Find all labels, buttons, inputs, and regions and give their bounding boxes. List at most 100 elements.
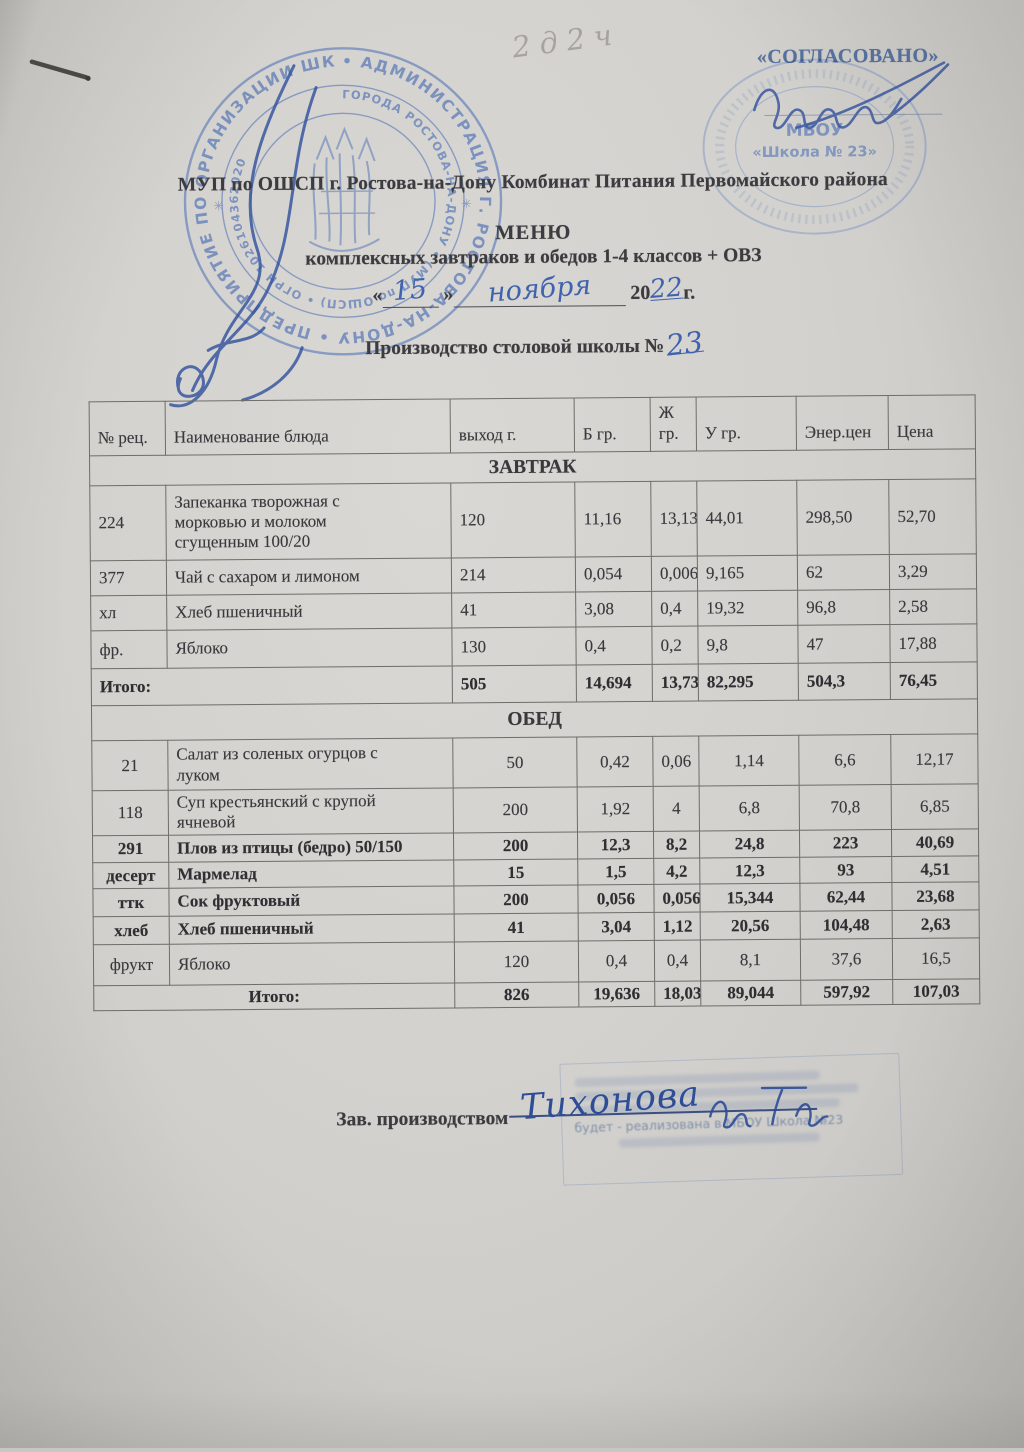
dish-text: Суп крестьянский с крупой ячневой — [176, 791, 376, 832]
cell-output: 200 — [453, 831, 578, 860]
cell-recipe: ттк — [92, 888, 170, 917]
cell-dish: Хлеб пшеничный — [169, 913, 455, 945]
faint-stamp-blurred-line — [618, 1132, 820, 1148]
cell-output: 41 — [454, 912, 579, 942]
total-fat: 18,036 — [654, 981, 701, 1007]
date-year-unit: г. — [683, 281, 696, 304]
cell-price: 40,69 — [891, 828, 979, 857]
total-label: Итого: — [91, 665, 453, 706]
cell-energy: 104,48 — [800, 910, 893, 940]
cell-carbs: 20,56 — [700, 911, 801, 941]
cell-recipe: 377 — [90, 560, 167, 596]
signature-flourish — [709, 1086, 829, 1129]
col-header-recipe: № рец. — [89, 401, 166, 456]
date-month-handwritten: ноября — [486, 269, 593, 309]
cell-output: 214 — [451, 557, 576, 593]
date-year-handwritten: 22 — [648, 272, 684, 306]
cell-protein: 0,42 — [576, 736, 654, 787]
cell-output: 50 — [452, 736, 578, 788]
total-price: 76,45 — [890, 661, 978, 700]
cell-energy: 298,50 — [796, 479, 890, 556]
pencil-note: 2д2ч — [510, 16, 623, 65]
cell-protein: 0,4 — [578, 940, 655, 982]
production-label: Производство столовой школы № — [365, 335, 665, 360]
cell-output: 41 — [451, 592, 576, 628]
cell-recipe: 21 — [91, 740, 169, 791]
col-header-fat: Ж гр. — [650, 397, 697, 452]
school-stamp-ring-text-blur — [715, 69, 915, 225]
dish-text: Салат из соленых огурцов с луком — [176, 743, 378, 785]
total-protein: 14,694 — [576, 664, 653, 702]
cell-dish: Плов из птицы (бедро) 50/150 — [168, 832, 454, 863]
cell-fat: 1,12 — [654, 912, 701, 941]
cell-energy: 70,8 — [799, 784, 892, 831]
cell-protein: 1,92 — [577, 786, 654, 832]
cell-carbs: 12,3 — [699, 857, 800, 885]
cell-recipe: хл — [90, 595, 167, 631]
cell-price: 16,5 — [892, 937, 980, 980]
cell-price: 17,88 — [889, 623, 978, 663]
total-energy: 504,3 — [798, 662, 891, 701]
date-close-quote: » — [443, 283, 454, 306]
cell-carbs: 9,165 — [697, 555, 798, 592]
cell-price: 6,85 — [891, 783, 979, 830]
cell-fat: 4 — [653, 786, 700, 832]
coat-of-arms-emblem — [308, 126, 380, 252]
cell-price: 52,70 — [888, 478, 977, 555]
cell-price: 4,51 — [891, 855, 979, 883]
cell-carbs: 24,8 — [699, 830, 800, 859]
cell-fat: 0,4 — [651, 591, 698, 627]
cell-output: 15 — [453, 858, 578, 886]
total-fat: 13,736 — [652, 664, 699, 702]
cell-dish: Салат из соленых огурцов с луком — [167, 737, 454, 791]
cell-fat: 0,4 — [654, 940, 701, 982]
menu-row: фрукт Яблоко 120 0,4 0,4 8,1 37,6 16,5 — [93, 937, 980, 986]
cell-fat: 4,2 — [653, 858, 700, 885]
menu-row: 21 Салат из соленых огурцов с луком 50 0… — [91, 733, 979, 791]
cell-price: 23,68 — [891, 881, 980, 911]
menu-row: 224 Запеканка творожная с морковью и мол… — [89, 478, 977, 561]
cell-energy: 96,8 — [797, 589, 890, 626]
cell-protein: 11,16 — [574, 481, 652, 558]
production-manager-label: Зав. производством — [336, 1108, 509, 1131]
cell-fat: 0,006 — [651, 556, 698, 592]
total-label: Итого: — [93, 982, 455, 1011]
menu-row: 118 Суп крестьянский с крупой ячневой 20… — [92, 783, 979, 836]
cell-dish: Мармелад — [168, 859, 454, 889]
cell-fat: 0,056 — [653, 884, 701, 913]
total-output: 505 — [452, 664, 577, 703]
pen-mark — [29, 59, 91, 81]
cell-protein: 1,5 — [577, 858, 654, 885]
cell-price: 3,29 — [889, 553, 977, 590]
cell-energy: 62,44 — [799, 882, 893, 912]
cell-fat: 13,13 — [650, 481, 698, 557]
col-header-price: Цена — [888, 394, 976, 450]
cell-price: 2,58 — [889, 588, 977, 625]
menu-table: № рец. Наименование блюда выход г. Б гр.… — [89, 394, 981, 1011]
cell-carbs: 19,32 — [697, 590, 798, 627]
cell-protein: 3,08 — [575, 591, 652, 627]
cell-dish: Запеканка творожная с морковью и молоком… — [165, 482, 452, 561]
date-year-prefix: 20 — [630, 281, 651, 305]
cell-protein: 0,056 — [577, 884, 655, 913]
cell-protein: 0,4 — [575, 626, 653, 665]
approver-signature-scribble — [753, 61, 950, 130]
cell-output: 120 — [450, 482, 576, 558]
cell-carbs: 9,8 — [697, 625, 799, 665]
cell-dish: Сок фруктовый — [168, 885, 455, 917]
total-carbs: 82,295 — [698, 663, 799, 702]
col-header-dish: Наименование блюда — [165, 398, 451, 456]
organization-round-stamp: • АДМИНИСТРАЦИЯ Г. РОСТОВА-НА-ДОНУ • ПРЕ… — [176, 40, 503, 356]
cell-energy: 47 — [797, 624, 891, 664]
date-open-quote: « — [372, 284, 383, 307]
cell-carbs: 8,1 — [700, 939, 801, 982]
cell-carbs: 1,14 — [698, 735, 800, 787]
cell-carbs: 15,344 — [699, 883, 801, 913]
cell-recipe: 291 — [92, 835, 169, 863]
cell-fat: 0,2 — [651, 626, 699, 665]
cell-output: 120 — [454, 940, 579, 983]
cell-dish: Суп крестьянский с крупой ячневой — [168, 787, 454, 836]
cell-protein: 12,3 — [577, 831, 654, 859]
total-energy: 597,92 — [800, 979, 893, 1006]
